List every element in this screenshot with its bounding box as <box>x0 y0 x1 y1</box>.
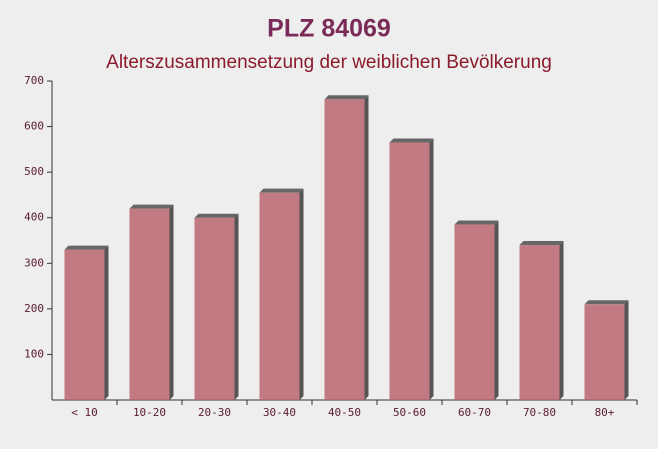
y-tick-label: 200 <box>24 302 44 315</box>
y-tick-label: 600 <box>24 120 44 133</box>
x-tick-label: 60-70 <box>458 406 491 419</box>
y-tick-label: 400 <box>24 211 44 224</box>
bar-top <box>129 204 174 209</box>
y-tick-label: 700 <box>24 74 44 87</box>
bar-side <box>624 300 629 400</box>
x-tick-label: 20-30 <box>198 406 231 419</box>
bar-side <box>429 138 434 400</box>
bar <box>454 224 495 400</box>
y-tick-label: 500 <box>24 165 44 178</box>
x-tick-label: 10-20 <box>133 406 166 419</box>
bar <box>519 245 560 400</box>
bar-top <box>454 220 499 225</box>
bar-side <box>234 213 239 400</box>
bar-top <box>324 95 369 100</box>
bar-side <box>559 241 564 400</box>
bar <box>194 217 235 400</box>
bar-top <box>389 138 434 143</box>
x-tick-label: 30-40 <box>263 406 296 419</box>
y-tick-label: 300 <box>24 256 44 269</box>
x-tick-label: 40-50 <box>328 406 361 419</box>
bar <box>259 192 300 400</box>
bar-top <box>519 241 564 246</box>
chart-subtitle: Alterszusammensetzung der weiblichen Bev… <box>106 52 552 73</box>
bar-side <box>169 204 174 400</box>
bar <box>584 304 625 400</box>
bar <box>324 99 365 400</box>
bar <box>389 142 430 400</box>
bar-top <box>64 245 109 250</box>
y-tick-label: 100 <box>24 347 44 360</box>
x-tick-label: 50-60 <box>393 406 426 419</box>
bar-top <box>259 188 304 193</box>
bar-side <box>364 95 369 400</box>
chart-title: PLZ 84069 <box>267 15 391 43</box>
x-tick-label: 80+ <box>595 406 615 419</box>
bar <box>129 208 170 400</box>
x-tick-label: < 10 <box>71 406 98 419</box>
x-tick-label: 70-80 <box>523 406 556 419</box>
bar-side <box>299 188 304 400</box>
bar-side <box>494 220 499 400</box>
bar-top <box>194 213 239 218</box>
bar-top <box>584 300 629 305</box>
bar <box>64 249 105 400</box>
bar-side <box>104 245 109 400</box>
